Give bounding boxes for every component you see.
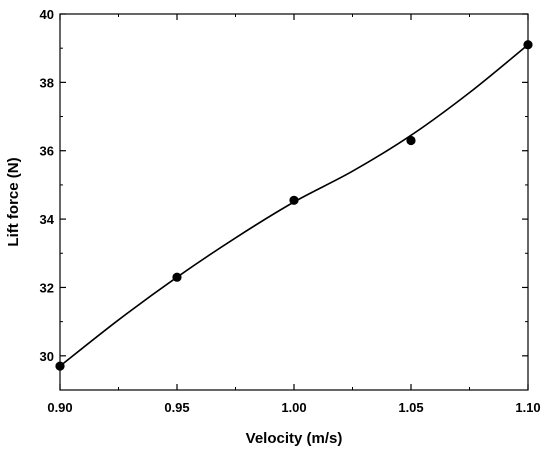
data-points: [55, 40, 533, 371]
x-axis-title: Velocity (m/s): [246, 430, 343, 447]
x-tick-label: 1.00: [281, 400, 306, 415]
data-point: [172, 272, 182, 282]
y-tick-label: 38: [40, 75, 54, 90]
y-tick-label: 40: [40, 7, 54, 22]
y-tick-label: 36: [40, 144, 54, 159]
data-point: [523, 40, 533, 50]
x-tick-label: 0.95: [164, 400, 189, 415]
data-point: [289, 195, 299, 205]
x-tick-label: 0.90: [47, 400, 72, 415]
data-point: [406, 135, 416, 146]
y-axis-title: Lift force (N): [5, 157, 22, 246]
fit-curve: [59, 44, 529, 367]
y-tick-label: 32: [40, 280, 54, 295]
y-tick-label: 30: [40, 349, 54, 364]
x-tick-label: 1.10: [515, 400, 540, 415]
data-point: [55, 361, 65, 371]
y-tick-label: 34: [40, 212, 55, 227]
x-tick-label: 1.05: [398, 400, 423, 415]
x-axis-ticks: 0.90 0.95 1.00 1.05 1.10: [47, 14, 541, 415]
y-axis-ticks: 30 32 34 36 38 40: [40, 7, 528, 364]
